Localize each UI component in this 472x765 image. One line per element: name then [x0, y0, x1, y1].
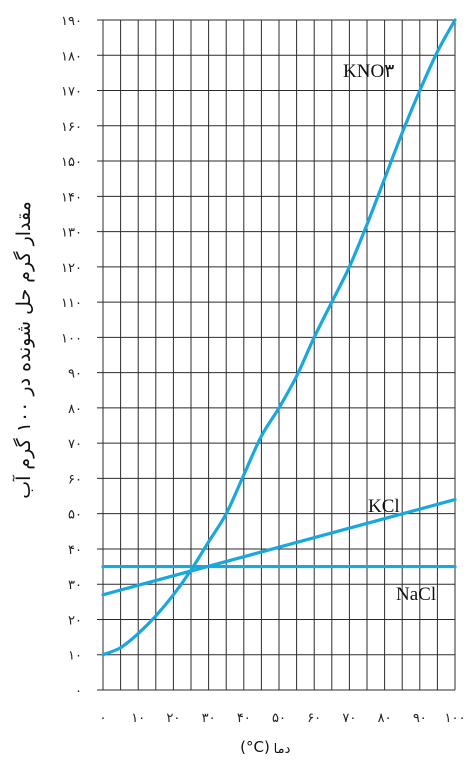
y-tick-label: ۱۸۰: [61, 49, 82, 64]
series-group: [101, 18, 457, 657]
y-tick-labels: ۰ ۱۰ ۲۰ ۳۰ ۴۰ ۵۰ ۶۰ ۷۰ ۸۰ ۹۰ ۱۰۰ ۱۱۰ ۱۲۰ ۱۳۰ ۱۴۰ ۱۵۰ ۱۶۰…: [61, 14, 82, 699]
x-tick-label: ۰: [100, 711, 107, 726]
y-tick-label: ۱۶۰: [61, 120, 82, 135]
y-tick-label: ۱۷۰: [61, 85, 82, 100]
y-tick-label: ۱۰: [68, 649, 82, 664]
y-tick-label: ۰: [75, 684, 82, 699]
y-tick-label: ۷۰: [68, 437, 82, 452]
y-tick-label: ۱۲۰: [61, 261, 82, 276]
y-tick-label: ۴۰: [68, 543, 82, 558]
x-tick-label: ۳۰: [202, 711, 216, 726]
y-tick-label: ۱۱۰: [61, 296, 82, 311]
y-tick-label: ۲۰: [68, 613, 82, 628]
series-line-kcl: [101, 497, 457, 597]
series-line-kno3: [101, 18, 457, 657]
y-tick-label: ۱۹۰: [61, 14, 82, 29]
y-tick-label: ۸۰: [68, 402, 82, 417]
series-label-nacl: NaCl: [396, 584, 436, 605]
grid: [97, 19, 456, 691]
x-tick-label: ۱۰: [131, 711, 145, 726]
y-tick-label: ۱۴۰: [61, 190, 82, 205]
y-tick-label: ۳۰: [68, 578, 82, 593]
x-tick-label: ۱۰۰: [445, 711, 466, 726]
x-tick-label: ۷۰: [342, 711, 356, 726]
y-tick-label: ۵۰: [68, 508, 82, 523]
x-tick-label: ۶۰: [307, 711, 321, 726]
x-tick-label: ۵۰: [272, 711, 286, 726]
series-label-kno3: KNO۳: [343, 61, 394, 82]
y-tick-label: ۱۰۰: [61, 331, 82, 346]
y-tick-label: ۶۰: [68, 472, 82, 487]
y-axis-title: مقدار گرم حل شونده در ۱۰۰ گرم آب: [11, 201, 35, 499]
series-label-kcl: KCl: [368, 496, 400, 517]
x-tick-label: ۲۰: [166, 711, 180, 726]
y-tick-label: ۱۳۰: [61, 226, 82, 241]
x-tick-labels: ۰ ۱۰ ۲۰ ۳۰ ۴۰ ۵۰ ۶۰ ۷۰ ۸۰ ۹۰ ۱۰۰: [100, 711, 466, 726]
x-tick-label: ۴۰: [237, 711, 251, 726]
y-tick-label: ۱۵۰: [61, 155, 82, 170]
x-axis-unit: (°C): [240, 738, 270, 756]
x-tick-label: ۸۰: [378, 711, 392, 726]
x-axis-title: دما: [274, 742, 291, 757]
y-tick-label: ۹۰: [68, 367, 82, 382]
x-tick-label: ۹۰: [413, 711, 427, 726]
